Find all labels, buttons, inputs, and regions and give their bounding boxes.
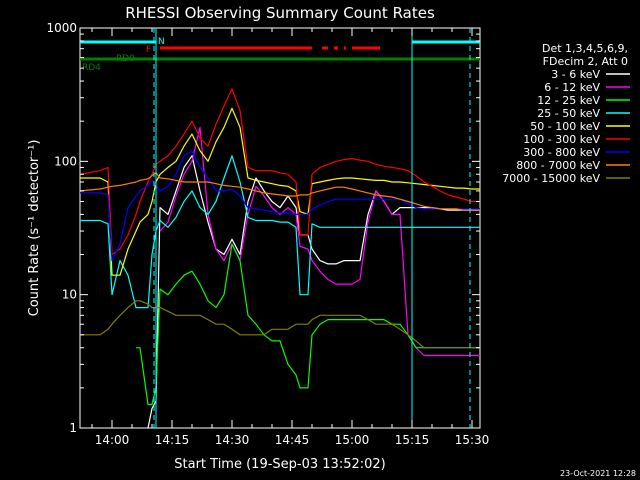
legend-header: Det 1,3,4,5,6,9, [542, 42, 628, 55]
series-line-5 [80, 107, 480, 276]
x-tick-label: 15:00 [335, 433, 370, 447]
series-line-8 [79, 172, 480, 211]
legend-label: 6 - 12 keV [544, 81, 600, 94]
series-line-7 [80, 150, 480, 262]
legend-label: 12 - 25 keV [537, 94, 600, 107]
x-tick-label: 14:45 [275, 433, 310, 447]
legend-label: 800 - 7000 keV [516, 159, 600, 172]
render-timestamp: 23-Oct-2021 12:28 [560, 469, 636, 478]
legend-label: 25 - 50 keV [537, 107, 600, 120]
x-tick-label: 14:15 [155, 433, 190, 447]
x-tick-label: 15:30 [455, 433, 490, 447]
flag-f-bar [322, 46, 328, 50]
flag-rd0-bar [156, 57, 300, 61]
y-axis-label: Count Rate (s⁻¹ detector⁻¹) [27, 140, 42, 317]
plot-frame [79, 27, 481, 429]
legend-label: 7000 - 15000 keV [502, 172, 600, 185]
x-axis-label: Start Time (19-Sep-03 13:52:02) [174, 457, 385, 472]
x-tick-label: 15:15 [395, 433, 430, 447]
series-line-1 [147, 155, 480, 429]
flag-rd4-label: RD4 [82, 63, 101, 73]
x-tick-label: 14:00 [95, 433, 130, 447]
series-line-6 [79, 88, 480, 256]
legend-label: 3 - 6 keV [551, 68, 600, 81]
legend-header: FDecim 2, Att 0 [543, 55, 628, 68]
legend-label: 100 - 300 keV [523, 133, 600, 146]
series-line-2 [159, 126, 480, 357]
series-lines [79, 88, 480, 429]
series-line-3 [136, 243, 480, 406]
y-tick-label: 1 [69, 421, 77, 435]
flag-n-bar [80, 40, 156, 44]
flag-rd4-bar [80, 57, 156, 61]
axes: 1 10 100 1000 14:00 14:15 14:30 14:45 15:00 15:15… [46, 21, 489, 447]
y-tick-label: 10 [62, 288, 77, 302]
flag-n-bar [412, 40, 480, 44]
flag-f-bar [334, 46, 338, 50]
flag-f-bar [352, 46, 380, 50]
flag-f-label: F [146, 45, 151, 55]
x-tick-label: 14:30 [215, 433, 250, 447]
chart-title: RHESSI Observing Summary Count Rates [125, 4, 435, 22]
event-lines [153, 28, 471, 428]
legend: Det 1,3,4,5,6,9,FDecim 2, Att 03 - 6 keV… [502, 42, 630, 185]
flag-f-bar [160, 46, 312, 50]
plot-border [79, 27, 481, 429]
legend-label: 50 - 100 keV [530, 120, 600, 133]
status-flags: NFRD0RD4 [80, 37, 480, 73]
y-tick-label: 1000 [46, 21, 77, 35]
flag-n-label: N [158, 37, 165, 47]
series-line-4 [80, 155, 480, 309]
flag-rd4-bar [296, 57, 312, 61]
series-line-9 [80, 300, 480, 349]
legend-label: 300 - 800 keV [523, 146, 600, 159]
flag-f-bar [344, 46, 346, 50]
flag-rd0-bar [312, 57, 480, 61]
y-tick-label: 100 [54, 154, 77, 168]
